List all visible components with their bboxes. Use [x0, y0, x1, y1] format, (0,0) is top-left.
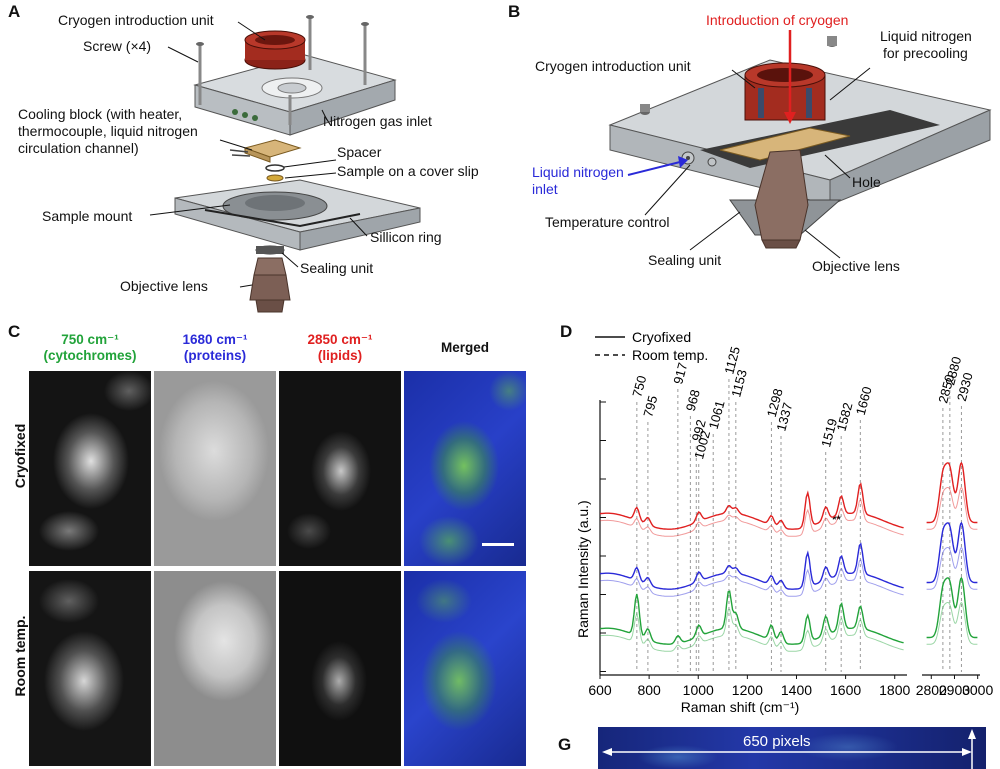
series-blue-solid-left — [599, 542, 904, 590]
x-tick-label: 2800 — [916, 682, 947, 698]
image-rt-merged — [404, 571, 526, 766]
header-750-wavenumber: 750 cm⁻¹ — [61, 332, 119, 347]
peak-asterisk: ** — [832, 514, 841, 526]
peak-label: 1002 — [691, 429, 713, 461]
header-750-molecule: (cytochromes) — [43, 348, 137, 363]
panel-g-pixels-label: 650 pixels — [743, 733, 811, 750]
label-sample-mount: Sample mount — [42, 208, 133, 224]
row-label-room-temp: Room temp. — [12, 615, 28, 697]
label-sealing-unit-b: Sealing unit — [648, 252, 722, 268]
x-tick-label: 1400 — [781, 682, 812, 698]
peak-label: 1660 — [853, 385, 875, 417]
panel-letter-d: D — [560, 322, 573, 341]
image-cryo-750 — [29, 371, 151, 566]
label-cooling-block-3: circulation channel) — [18, 140, 139, 156]
series-red-solid-right — [926, 461, 978, 524]
panel-g-image: 650 pixels — [598, 727, 986, 769]
header-2850-molecule: (lipids) — [317, 348, 363, 363]
panel-letter-g: G — [558, 735, 572, 754]
series-blue-light-left — [599, 559, 904, 597]
header-merged: Merged — [403, 340, 527, 356]
image-cryo-1680 — [154, 371, 276, 566]
series-red-light-right — [926, 486, 978, 530]
label-ln-precool-1: Liquid nitrogen — [880, 28, 972, 44]
peak-label: 2880 — [942, 355, 964, 387]
peak-label: 2850 — [935, 373, 957, 405]
x-axis-label: Raman shift (cm⁻¹) — [681, 699, 800, 715]
header-1680: 1680 cm⁻¹ (proteins) — [153, 332, 277, 364]
peak-label: 1582 — [834, 401, 856, 433]
peak-label: 1337 — [773, 401, 795, 433]
label-sample-cover-slip: Sample on a cover slip — [337, 163, 479, 179]
label-introduction-of-cryogen: Introduction of cryogen — [706, 12, 849, 28]
y-axis-label: Raman Intensity (a.u.) — [575, 500, 591, 638]
legend-cryofixed: Cryofixed — [632, 329, 691, 345]
peak-label: 992 — [689, 418, 709, 443]
x-tick-label: 800 — [637, 682, 661, 698]
series-blue-light-right — [926, 546, 978, 590]
x-tick-label: 1600 — [830, 682, 861, 698]
label-cooling-block-2: thermocouple, liquid nitrogen — [18, 123, 198, 139]
row-label-cryofixed: Cryofixed — [12, 423, 28, 489]
header-1680-molecule: (proteins) — [183, 348, 247, 363]
header-750: 750 cm⁻¹ (cytochromes) — [28, 332, 152, 364]
header-2850-wavenumber: 2850 cm⁻¹ — [307, 332, 373, 347]
series-green-solid-right — [926, 576, 978, 639]
label-nitrogen-gas-inlet: Nitrogen gas inlet — [323, 113, 432, 129]
image-rt-750 — [29, 571, 151, 766]
label-hole: Hole — [852, 174, 881, 190]
panel-letter-b: B — [508, 2, 521, 21]
label-screw: Screw (×4) — [83, 38, 152, 54]
label-ln-precool-2: for precooling — [883, 45, 968, 61]
label-ln-inlet-2: inlet — [532, 181, 558, 197]
peak-label: 917 — [670, 361, 690, 386]
panel-b-diagram — [608, 30, 992, 259]
peak-label: 795 — [640, 394, 660, 419]
legend-room-temp: Room temp. — [632, 347, 708, 363]
series-green-light-left — [599, 608, 904, 652]
x-tick-label: 3000 — [962, 682, 993, 698]
header-1680-wavenumber: 1680 cm⁻¹ — [182, 332, 248, 347]
x-tick-label: 600 — [588, 682, 612, 698]
image-rt-1680 — [154, 571, 276, 766]
peak-label: 1153 — [728, 368, 750, 399]
series-red-light-left — [599, 499, 904, 537]
series-blue-solid-right — [926, 521, 978, 584]
label-sealing-unit-a: Sealing unit — [300, 260, 374, 276]
x-tick-label: 2900 — [939, 682, 970, 698]
image-cryo-merged — [404, 371, 526, 566]
label-ln-inlet-1: Liquid nitrogen — [532, 164, 624, 180]
label-cryogen-unit-a: Cryogen introduction unit — [58, 12, 214, 28]
label-cryogen-unit-b: Cryogen introduction unit — [535, 58, 691, 74]
label-objective-lens-b: Objective lens — [812, 258, 900, 274]
panel-letter-c: C — [8, 322, 21, 341]
series-green-solid-left — [599, 590, 904, 645]
panel-letter-a: A — [8, 2, 21, 21]
image-cryo-2850 — [279, 371, 401, 566]
label-spacer: Spacer — [337, 144, 382, 160]
peak-label: 1298 — [764, 387, 786, 419]
label-cooling-block-1: Cooling block (with heater, — [18, 106, 183, 122]
peak-label: 750 — [629, 374, 649, 399]
peak-label: 1519 — [818, 417, 840, 449]
x-tick-label: 1200 — [732, 682, 763, 698]
panel-g-arrows — [602, 729, 976, 769]
label-silicon-ring: Sillicon ring — [370, 229, 442, 245]
x-tick-label: 1800 — [879, 682, 910, 698]
peak-label: 2930 — [954, 371, 976, 403]
label-objective-lens-a: Objective lens — [120, 278, 208, 294]
raman-chart: Cryofixed Room temp. Raman Intensity (a.… — [575, 329, 993, 715]
x-tick-label: 1000 — [683, 682, 714, 698]
label-temperature-control: Temperature control — [545, 214, 670, 230]
header-2850: 2850 cm⁻¹ (lipids) — [278, 332, 402, 364]
scale-bar — [482, 543, 514, 546]
peak-label: 1061 — [706, 399, 728, 431]
series-green-light-right — [926, 601, 978, 645]
panel-a-diagram — [149, 15, 421, 313]
image-rt-2850 — [279, 571, 401, 766]
series-red-solid-left — [599, 482, 904, 530]
header-merged-text: Merged — [440, 340, 489, 355]
peak-label: 1125 — [721, 345, 743, 376]
peak-label: 968 — [683, 388, 703, 413]
